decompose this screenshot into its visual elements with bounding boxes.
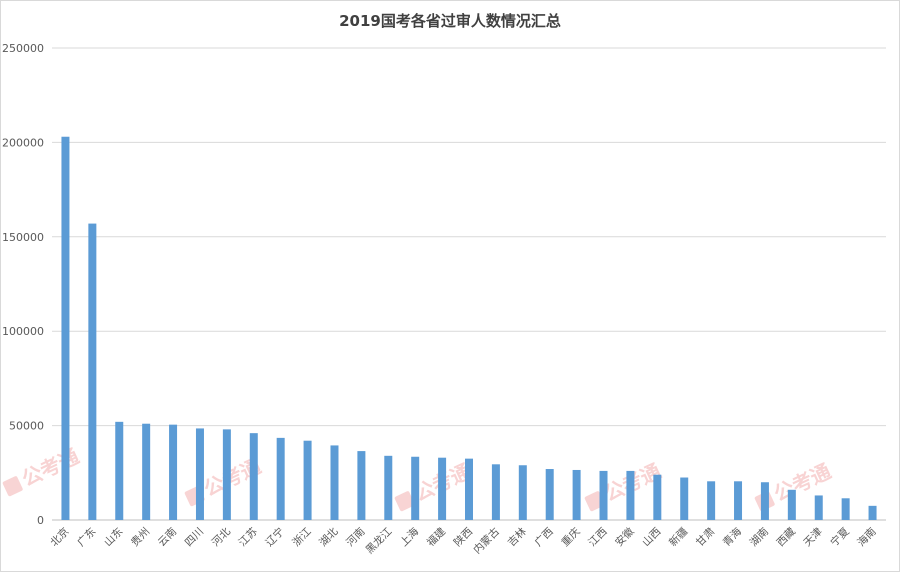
bar — [491, 464, 500, 520]
x-tick-label: 福建 — [424, 525, 448, 549]
x-tick-label: 辽宁 — [263, 525, 287, 549]
bar — [572, 469, 581, 520]
bar — [868, 505, 877, 520]
bar — [303, 440, 312, 520]
bar — [357, 451, 366, 520]
watermark: 公考通 — [394, 459, 475, 512]
x-tick-label: 湖北 — [317, 525, 341, 549]
bar — [276, 437, 285, 520]
bar — [438, 457, 447, 520]
bar — [545, 469, 554, 520]
x-tick-label: 海南 — [855, 525, 879, 549]
bar — [599, 470, 608, 520]
bar — [814, 495, 823, 520]
x-tick-label: 四川 — [183, 526, 206, 549]
x-tick-label: 北京 — [48, 525, 72, 549]
bar — [115, 421, 124, 520]
bar — [222, 429, 231, 520]
bars — [61, 136, 877, 521]
watermark-logo-icon — [2, 476, 23, 497]
gridlines — [52, 47, 886, 521]
x-tick-label: 江西 — [586, 526, 609, 549]
bar — [195, 428, 204, 520]
watermark-logo-icon — [394, 491, 415, 512]
bar — [330, 445, 339, 520]
bar — [707, 481, 716, 520]
x-tick-label: 内蒙古 — [471, 525, 502, 556]
watermark: 公考通 — [584, 459, 665, 512]
x-tick-label: 湖南 — [747, 525, 771, 549]
bar — [169, 424, 178, 520]
x-tick-label: 河南 — [343, 525, 367, 549]
bar — [518, 465, 527, 520]
y-tick-label: 100000 — [2, 325, 44, 338]
x-tick-label: 宁夏 — [828, 525, 852, 549]
bar — [384, 455, 393, 520]
y-tick-label: 50000 — [9, 420, 44, 433]
x-tick-label: 甘肃 — [693, 525, 717, 549]
x-tick-label: 云南 — [155, 525, 179, 549]
y-tick-label: 0 — [37, 514, 44, 527]
x-tick-label: 吉林 — [505, 525, 529, 549]
x-tick-label: 江苏 — [236, 525, 260, 549]
x-tick-label: 安徽 — [612, 525, 636, 549]
x-tick-label: 山西 — [640, 526, 663, 549]
bar — [760, 482, 769, 520]
x-tick-label: 陕西 — [451, 525, 475, 549]
chart-title: 2019国考各省过审人数情况汇总 — [339, 12, 561, 30]
x-tick-label: 广西 — [532, 526, 555, 549]
bar — [61, 136, 70, 520]
watermark-text: 公考通 — [18, 444, 83, 491]
watermark-text: 公考通 — [770, 459, 835, 506]
bar — [841, 498, 850, 520]
y-axis-ticks: 0 50000 100000 150000 200000 250000 — [2, 42, 44, 527]
x-tick-label: 西藏 — [775, 525, 799, 549]
bar — [142, 423, 151, 520]
bar — [88, 223, 97, 521]
bar — [734, 481, 743, 520]
bar — [680, 477, 689, 520]
x-tick-label: 重庆 — [559, 525, 583, 549]
bar — [626, 470, 635, 520]
y-tick-label: 150000 — [2, 231, 44, 244]
bar — [249, 433, 258, 520]
watermark: 公考通 — [2, 444, 83, 497]
x-tick-label: 新疆 — [666, 525, 690, 549]
bar — [465, 458, 473, 520]
bar — [787, 489, 796, 520]
x-tick-label: 山东 — [101, 525, 125, 549]
x-tick-label: 青海 — [720, 525, 744, 549]
x-tick-label: 上海 — [397, 525, 421, 549]
x-tick-label: 广东 — [74, 525, 98, 549]
x-tick-label: 贵州 — [128, 525, 152, 549]
bar — [411, 456, 420, 520]
x-tick-label: 天津 — [802, 525, 826, 549]
x-tick-label: 浙江 — [290, 525, 314, 549]
bar — [653, 474, 662, 520]
x-tick-label: 河北 — [210, 525, 234, 549]
y-tick-label: 250000 — [2, 42, 44, 55]
x-tick-label: 黑龙江 — [363, 525, 395, 557]
y-tick-label: 200000 — [2, 136, 44, 149]
